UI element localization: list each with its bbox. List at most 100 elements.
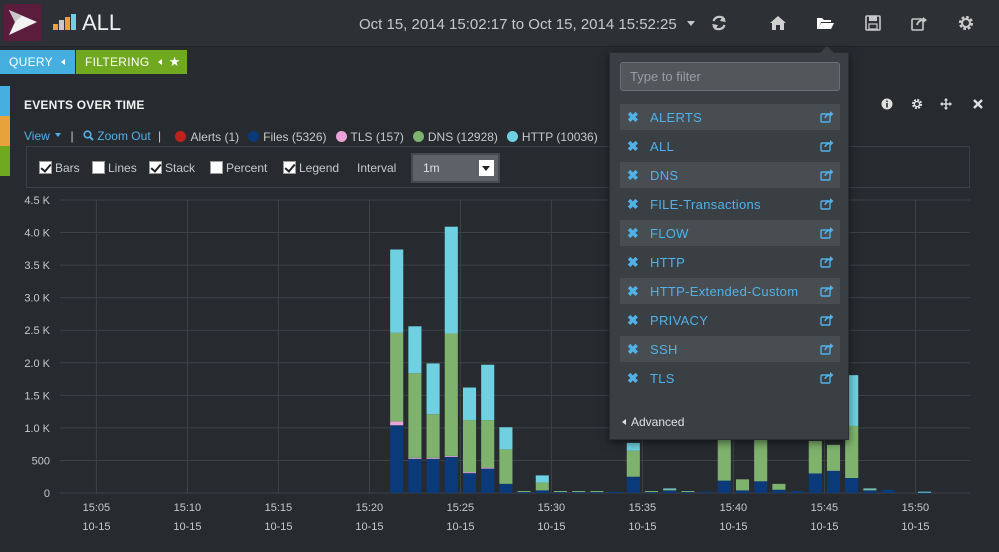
dashboard-name[interactable]: FLOW — [650, 226, 689, 241]
caret-left-icon — [61, 59, 66, 65]
save-icon[interactable] — [863, 13, 883, 33]
delete-icon[interactable]: ✖ — [627, 167, 639, 183]
kibana-logo[interactable] — [4, 4, 41, 41]
share-icon[interactable] — [820, 342, 834, 355]
dashboard-name[interactable]: TLS — [650, 371, 675, 386]
row-marker-orange[interactable] — [0, 116, 10, 146]
share-icon[interactable] — [820, 110, 834, 123]
share-icon[interactable] — [820, 139, 834, 152]
dashboard-list-item[interactable]: ✖ SSH — [620, 336, 840, 362]
zoom-out-button[interactable]: Zoom Out — [83, 128, 151, 143]
dashboard-list-item[interactable]: ✖ ALL — [620, 133, 840, 159]
dashboard-name[interactable]: ALERTS — [650, 110, 703, 125]
folder-open-icon[interactable] — [815, 13, 835, 33]
bar-segment-files — [444, 456, 458, 493]
legend-item[interactable]: Files (5326) — [239, 129, 327, 143]
y-tick-label: 1.5 K — [24, 390, 50, 402]
dashboard-name[interactable]: FILE-Transactions — [650, 197, 761, 212]
events-bar-chart[interactable]: 0 500 1.0 K 1.5 K 2.0 K 2.5 K 3.0 K 3.5 K 4.0 K 4… — [12, 192, 987, 548]
bar-segment-files — [808, 473, 822, 493]
legend-item[interactable]: HTTP (10036) — [498, 129, 598, 143]
caret-down-icon — [686, 21, 695, 26]
dashboard-name[interactable]: ALL — [650, 139, 675, 154]
dashboard-name[interactable]: PRIVACY — [650, 313, 709, 328]
dashboard-name[interactable]: SSH — [650, 342, 678, 357]
top-navbar: ALL Oct 15, 2014 15:02:17 to Oct 15, 201… — [0, 0, 999, 47]
filtering-tab[interactable]: FILTERING ★ — [76, 50, 187, 74]
delete-icon[interactable]: ✖ — [627, 341, 639, 357]
share-icon[interactable] — [820, 371, 834, 384]
refresh-icon[interactable] — [709, 13, 729, 33]
delete-icon[interactable]: ✖ — [627, 225, 639, 241]
delete-icon[interactable]: ✖ — [627, 312, 639, 328]
dashboard-name[interactable]: HTTP — [650, 255, 686, 270]
delete-icon[interactable]: ✖ — [627, 283, 639, 299]
share-icon[interactable] — [820, 168, 834, 181]
dashboard-list-item[interactable]: ✖ HTTP — [620, 249, 840, 275]
legend-item[interactable]: Alerts (1) — [166, 129, 239, 143]
dashboard-list-item[interactable]: ✖ FLOW — [620, 220, 840, 246]
delete-icon[interactable]: ✖ — [627, 370, 639, 386]
dashboard-list-item[interactable]: ✖ HTTP-Extended-Custom — [620, 278, 840, 304]
row-marker-blue[interactable] — [0, 86, 10, 116]
percent-option[interactable]: Percent — [210, 161, 267, 175]
bar-segment-http — [390, 249, 404, 333]
dashboard-list-item[interactable]: ✖ DNS — [620, 162, 840, 188]
star-icon[interactable]: ★ — [168, 54, 181, 69]
delete-icon[interactable]: ✖ — [627, 109, 639, 125]
x-tick-label: 15:15 — [265, 502, 293, 514]
bar-segment-http — [444, 226, 458, 334]
view-menu[interactable]: View — [24, 128, 62, 143]
interval-value: 1m — [423, 161, 440, 175]
share-icon[interactable] — [820, 284, 834, 297]
legend-item[interactable]: DNS (12928) — [404, 129, 498, 143]
x-tick-date-label: 10-15 — [901, 521, 929, 533]
share-icon[interactable] — [820, 226, 834, 239]
dashboard-name[interactable]: DNS — [650, 168, 679, 183]
share-icon[interactable] — [820, 197, 834, 210]
stack-checkbox[interactable] — [149, 161, 162, 174]
dashboard-list-item[interactable]: ✖ PRIVACY — [620, 307, 840, 333]
delete-icon[interactable]: ✖ — [627, 138, 639, 154]
legend-swatch — [335, 130, 347, 142]
share-icon[interactable] — [909, 13, 929, 33]
dashboard-list-item[interactable]: ✖ TLS — [620, 365, 840, 391]
legend-option[interactable]: Legend — [283, 161, 339, 175]
bar-segment-dns — [408, 373, 422, 458]
percent-checkbox[interactable] — [210, 161, 223, 174]
bar-segment-files — [644, 491, 659, 493]
time-range-picker[interactable]: Oct 15, 2014 15:02:17 to Oct 15, 2014 15… — [359, 16, 695, 33]
lines-option[interactable]: Lines — [92, 161, 137, 175]
legend-checkbox[interactable] — [283, 161, 296, 174]
x-tick-label: 15:25 — [447, 502, 475, 514]
legend-item[interactable]: TLS (157) — [327, 129, 404, 143]
stack-option[interactable]: Stack — [149, 161, 195, 175]
home-icon[interactable] — [768, 13, 788, 33]
gear-icon[interactable] — [911, 98, 923, 110]
move-icon[interactable] — [940, 98, 952, 110]
separator: | — [158, 128, 162, 143]
bar-segment-files — [681, 491, 695, 493]
dashboard-list-item[interactable]: ✖ FILE-Transactions — [620, 191, 840, 217]
bars-checkbox[interactable] — [39, 161, 52, 174]
query-tab[interactable]: QUERY — [0, 50, 75, 74]
bars-option[interactable]: Bars — [39, 161, 80, 175]
close-icon[interactable] — [972, 98, 984, 110]
advanced-toggle[interactable]: Advanced — [622, 415, 684, 429]
interval-select[interactable]: 1m — [411, 153, 500, 183]
delete-icon[interactable]: ✖ — [627, 254, 639, 270]
legend-label: DNS (12928) — [427, 129, 498, 144]
dashboard-title: ALL — [82, 10, 122, 35]
row-marker-green[interactable] — [0, 146, 10, 176]
info-icon[interactable] — [881, 98, 893, 110]
share-icon[interactable] — [820, 255, 834, 268]
lines-checkbox[interactable] — [92, 161, 105, 174]
dashboard-name[interactable]: HTTP-Extended-Custom — [650, 284, 799, 299]
dashboard-filter-input[interactable] — [620, 62, 840, 91]
dashboard-list-item[interactable]: ✖ ALERTS — [620, 104, 840, 130]
bar-segment-dns — [390, 332, 404, 422]
gear-icon[interactable] — [956, 13, 976, 33]
share-icon[interactable] — [820, 313, 834, 326]
bars-label: Bars — [55, 161, 80, 175]
delete-icon[interactable]: ✖ — [627, 196, 639, 212]
